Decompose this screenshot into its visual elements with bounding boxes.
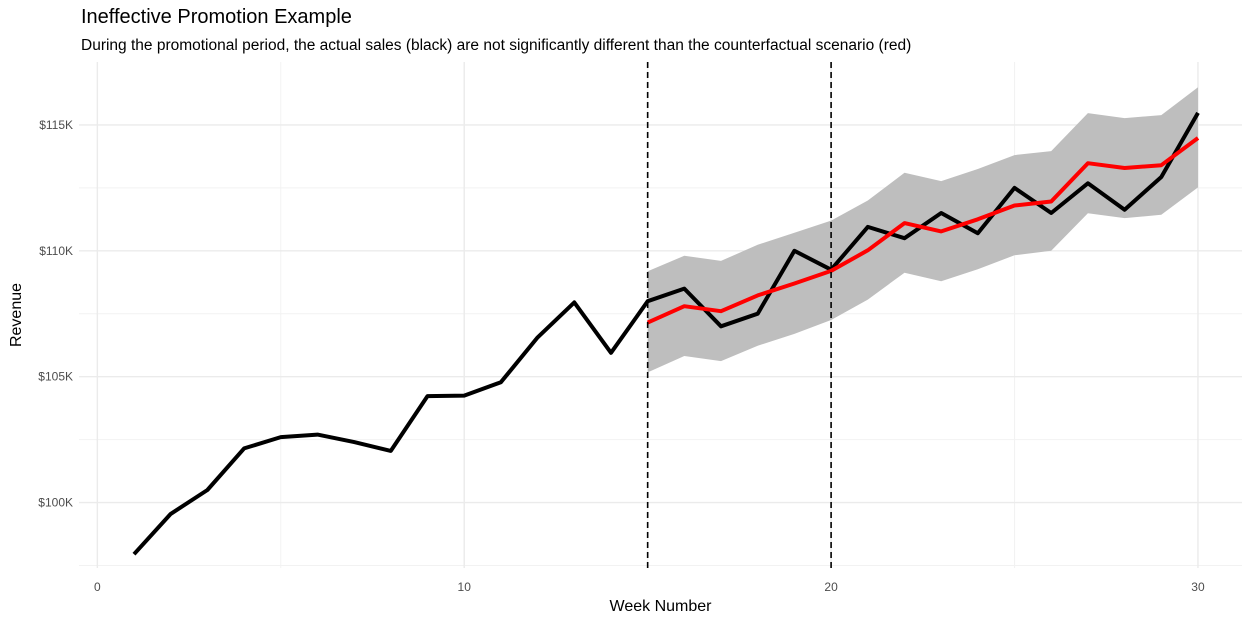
chart-title: Ineffective Promotion Example bbox=[81, 6, 352, 28]
counterfactual-interval-band bbox=[647, 87, 1198, 373]
actual-sales-line bbox=[132, 111, 1200, 556]
counterfactual-line bbox=[646, 136, 1200, 325]
x-tick-label: 20 bbox=[824, 580, 838, 594]
x-tick-label: 30 bbox=[1191, 580, 1205, 594]
y-tick-label: $115K bbox=[39, 118, 73, 132]
x-tick-label: 10 bbox=[458, 580, 472, 594]
chart-subtitle: During the promotional period, the actua… bbox=[81, 37, 912, 54]
y-tick-label: $105K bbox=[38, 370, 73, 384]
y-tick-label: $100K bbox=[38, 496, 73, 510]
y-axis-title: Revenue bbox=[8, 283, 25, 347]
x-axis-title: Week Number bbox=[610, 598, 713, 615]
x-tick-label: 0 bbox=[94, 580, 101, 594]
y-tick-label: $110K bbox=[39, 244, 73, 258]
